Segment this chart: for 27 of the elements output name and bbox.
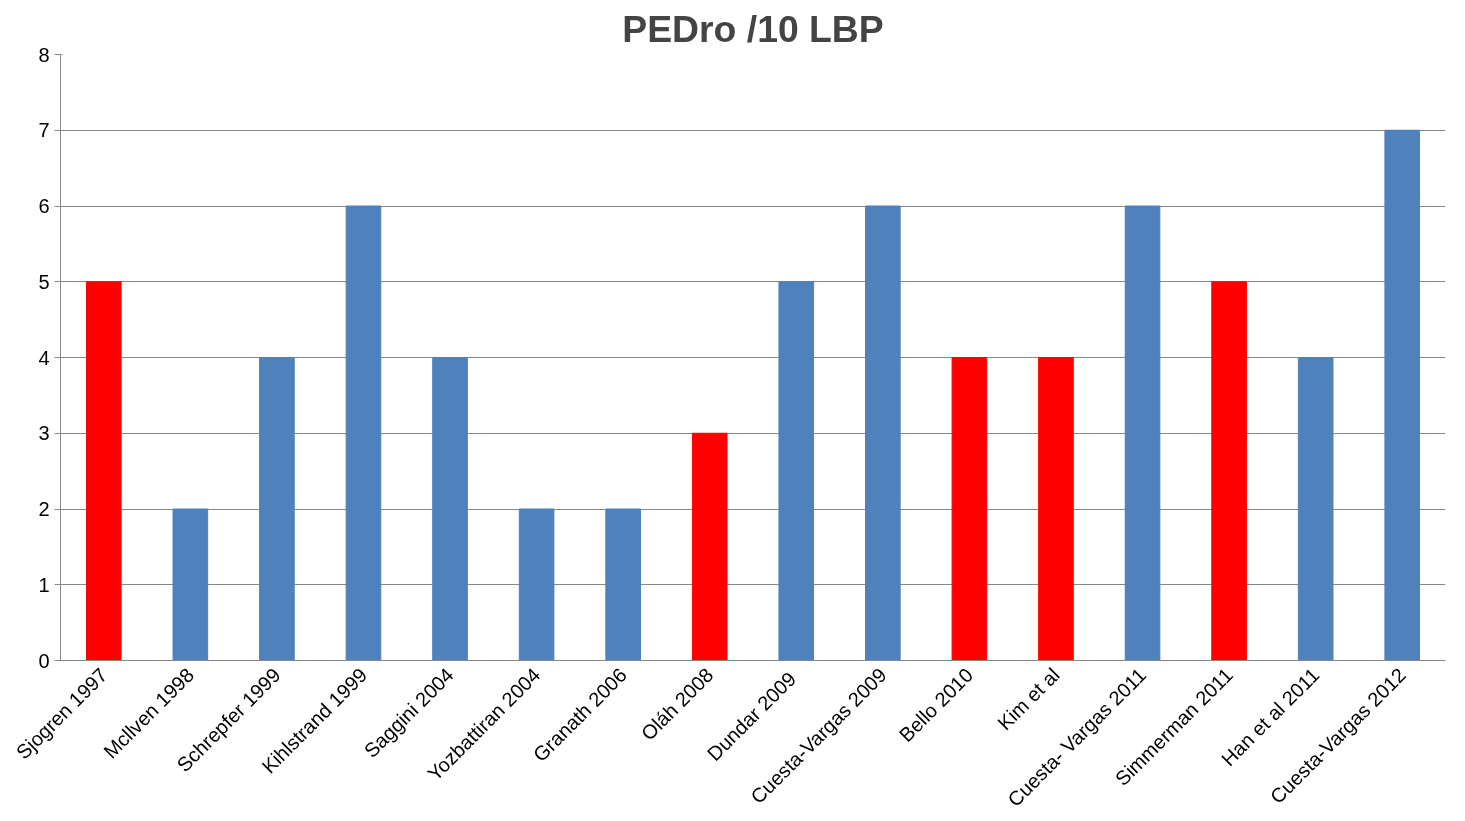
bar	[172, 508, 209, 661]
bar	[1211, 281, 1247, 661]
bar	[85, 281, 122, 661]
y-tick-label: 1	[38, 573, 50, 596]
y-tick-label: 2	[38, 498, 50, 520]
bar	[691, 432, 728, 661]
bar	[432, 357, 468, 661]
y-tick-label: 0	[38, 649, 50, 672]
bar	[1384, 129, 1421, 661]
bar	[1124, 205, 1161, 661]
y-tick-label: 5	[38, 270, 50, 293]
y-tick-label: 8	[38, 43, 50, 66]
x-tick-label: Kim et al	[993, 663, 1064, 735]
bar	[518, 508, 555, 661]
bar	[865, 205, 901, 661]
y-tick-label: 4	[38, 346, 50, 369]
bar	[345, 205, 382, 661]
bar	[778, 281, 815, 661]
bar	[1297, 357, 1334, 661]
y-tick-label: 3	[38, 422, 50, 445]
y-tick-label: 7	[38, 119, 50, 142]
y-tick-label: 6	[38, 195, 50, 217]
chart-title: PEDro /10 LBP	[622, 7, 884, 50]
bar	[951, 357, 988, 661]
bar	[605, 508, 641, 661]
bar	[1038, 357, 1074, 661]
bar	[259, 357, 295, 661]
